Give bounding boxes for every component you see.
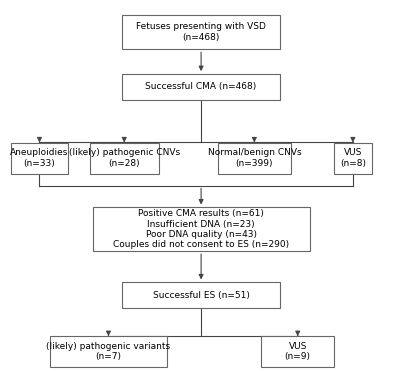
Text: (likely) pathogenic CNVs
(n=28): (likely) pathogenic CNVs (n=28): [69, 148, 180, 168]
Text: Positive CMA results (n=61)
Insufficient DNA (n=23)
Poor DNA quality (n=43)
Coup: Positive CMA results (n=61) Insufficient…: [113, 209, 289, 249]
FancyBboxPatch shape: [122, 74, 280, 100]
Text: (likely) pathogenic variants
(n=7): (likely) pathogenic variants (n=7): [47, 342, 170, 361]
FancyBboxPatch shape: [261, 336, 334, 367]
Text: Normal/benign CNVs
(n=399): Normal/benign CNVs (n=399): [207, 148, 301, 168]
Text: Fetuses presenting with VSD
(n=468): Fetuses presenting with VSD (n=468): [136, 22, 266, 42]
FancyBboxPatch shape: [93, 207, 310, 251]
FancyBboxPatch shape: [122, 282, 280, 308]
FancyBboxPatch shape: [11, 142, 68, 174]
FancyBboxPatch shape: [50, 336, 166, 367]
FancyBboxPatch shape: [218, 142, 291, 174]
FancyBboxPatch shape: [334, 142, 372, 174]
FancyBboxPatch shape: [90, 142, 159, 174]
Text: VUS
(n=9): VUS (n=9): [285, 342, 311, 361]
Text: Successful ES (n=51): Successful ES (n=51): [153, 290, 249, 300]
Text: VUS
(n=8): VUS (n=8): [340, 148, 366, 168]
FancyBboxPatch shape: [122, 15, 280, 49]
Text: Aneuploidies
(n=33): Aneuploidies (n=33): [10, 148, 69, 168]
Text: Successful CMA (n=468): Successful CMA (n=468): [146, 82, 257, 91]
